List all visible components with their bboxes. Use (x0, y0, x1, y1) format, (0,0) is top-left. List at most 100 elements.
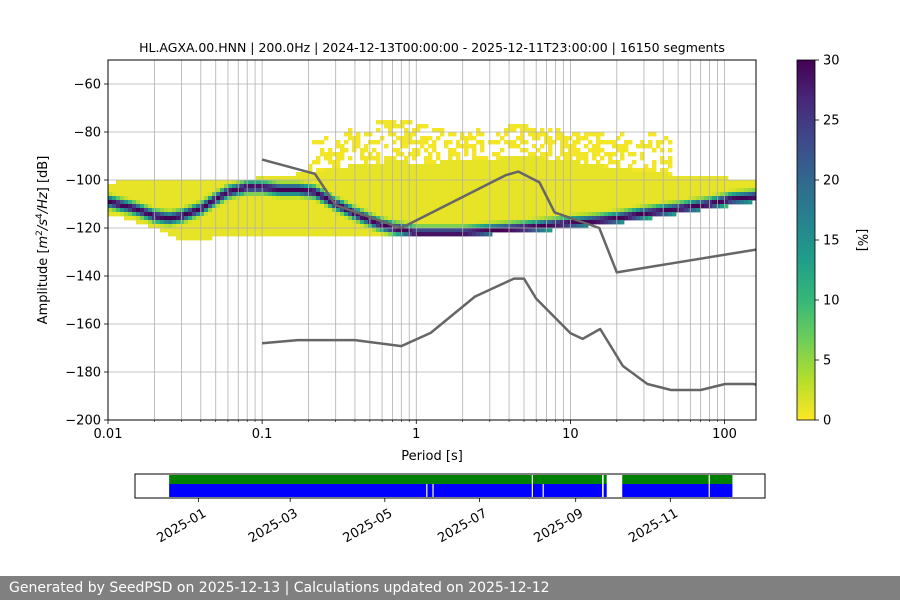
heatmap-cell (564, 188, 569, 193)
heatmap-cell (480, 200, 485, 205)
heatmap-cell (692, 200, 697, 205)
heatmap-cell (560, 168, 565, 173)
heatmap-cell (660, 160, 665, 165)
heatmap-cell (640, 216, 645, 221)
heatmap-cell (660, 148, 665, 153)
heatmap-cell (612, 208, 617, 213)
plot-frame (107, 59, 757, 421)
heatmap-cell (612, 152, 617, 157)
heatmap-cell (536, 212, 541, 217)
heatmap-cell (292, 208, 297, 213)
heatmap-cell (516, 208, 521, 213)
heatmap-cell (220, 188, 225, 193)
heatmap-cell (608, 200, 613, 205)
heatmap-cell (612, 216, 617, 221)
heatmap-cell (608, 188, 613, 193)
heatmap-cell (308, 204, 313, 209)
heatmap-cell (504, 176, 509, 181)
heatmap-cell (588, 132, 593, 137)
heatmap-cell (668, 212, 673, 217)
heatmap-cell (560, 180, 565, 185)
heatmap-cell (400, 212, 405, 217)
heatmap-cell (376, 152, 381, 157)
heatmap-cell (256, 176, 261, 181)
y-axis: −200−180−160−140−120−100−80−60 (65, 78, 108, 429)
heatmap-cell (548, 172, 553, 177)
heatmap-cell (440, 228, 445, 233)
heatmap-cell (372, 164, 377, 169)
heatmap-cell (392, 216, 397, 221)
heatmap-cell (604, 176, 609, 181)
heatmap-cell (576, 200, 581, 205)
heatmap-cell (116, 188, 121, 193)
heatmap-cell (344, 228, 349, 233)
heatmap-cell (300, 204, 305, 209)
heatmap-cell (336, 232, 341, 237)
heatmap-cell (748, 180, 753, 185)
heatmap-cell (556, 156, 561, 161)
heatmap-cell (640, 208, 645, 213)
heatmap-cell (556, 224, 561, 229)
heatmap-cell (604, 204, 609, 209)
heatmap-cell (564, 164, 569, 169)
heatmap-cell (548, 228, 553, 233)
heatmap-cell (172, 228, 177, 233)
heatmap-cell (412, 172, 417, 177)
heatmap-cell (604, 208, 609, 213)
heatmap-cell (304, 208, 309, 213)
heatmap-cell (128, 200, 133, 205)
heatmap-cell (480, 228, 485, 233)
heatmap-cell (616, 136, 621, 141)
heatmap-cell (332, 208, 337, 213)
heatmap-cell (188, 212, 193, 217)
heatmap-cell (400, 208, 405, 213)
heatmap-cell (316, 212, 321, 217)
heatmap-cell (336, 160, 341, 165)
heatmap-cell (376, 164, 381, 169)
heatmap-cell (624, 204, 629, 209)
heatmap-cell (432, 160, 437, 165)
heatmap-cell (384, 120, 389, 125)
heatmap-cell (648, 192, 653, 197)
heatmap-cell (376, 176, 381, 181)
heatmap-cell (664, 172, 669, 177)
heatmap-cell (284, 188, 289, 193)
heatmap-cell (272, 200, 277, 205)
heatmap-cell (468, 160, 473, 165)
heatmap-cell (304, 224, 309, 229)
heatmap-cell (184, 200, 189, 205)
heatmap-cell (512, 172, 517, 177)
heatmap-cell (580, 168, 585, 173)
heatmap-cell (192, 200, 197, 205)
heatmap-cell (504, 228, 509, 233)
heatmap-cell (560, 132, 565, 137)
heatmap-cell (288, 184, 293, 189)
heatmap-cell (292, 176, 297, 181)
heatmap-cell (736, 184, 741, 189)
heatmap-cell (424, 176, 429, 181)
heatmap-cell (552, 200, 557, 205)
heatmap-cell (652, 180, 657, 185)
heatmap-cell (536, 172, 541, 177)
heatmap-cell (196, 224, 201, 229)
heatmap-cell (160, 224, 165, 229)
heatmap-cell (500, 156, 505, 161)
heatmap-cell (632, 152, 637, 157)
heatmap-cell (564, 216, 569, 221)
heatmap-cell (600, 196, 605, 201)
heatmap-cell (356, 184, 361, 189)
heatmap-cell (572, 152, 577, 157)
heatmap-cell (528, 220, 533, 225)
heatmap-cell (240, 196, 245, 201)
heatmap-cell (392, 156, 397, 161)
heatmap-cell (196, 212, 201, 217)
heatmap-cell (256, 192, 261, 197)
heatmap-cell (264, 184, 269, 189)
heatmap-cell (252, 232, 257, 237)
heatmap-cell (480, 172, 485, 177)
timeline-tick-label: 2025-07 (435, 506, 490, 546)
heatmap-cell (484, 192, 489, 197)
heatmap-cell (476, 172, 481, 177)
heatmap-cell (212, 228, 217, 233)
heatmap-cell (716, 180, 721, 185)
